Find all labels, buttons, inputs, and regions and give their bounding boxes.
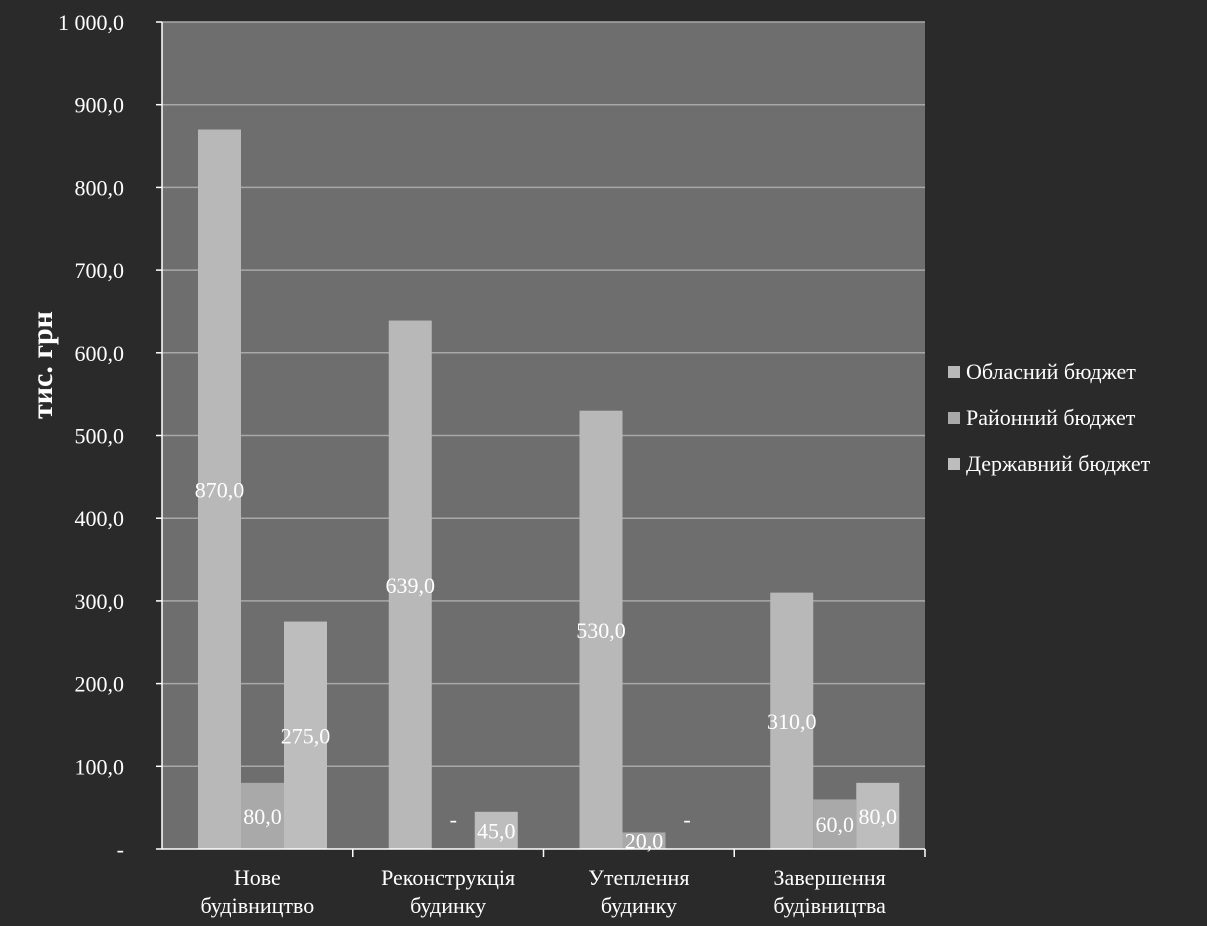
axes [161,22,926,857]
y-tick-label: 400,0 [75,506,125,531]
bar [622,832,666,849]
data-label: 870,0 [195,477,245,502]
data-label: 60,0 [816,812,855,837]
bar [856,782,900,849]
y-tick-label: 200,0 [75,672,125,697]
x-category-label: будинку [410,893,486,918]
y-tick-labels: - 100,0 200,0 300,0 400,0 500,0 600,0 700,0 800,… [58,10,124,862]
legend-label: Районний бюджет [966,405,1136,430]
y-tick-label: 1 000,0 [58,10,124,35]
data-label: 80,0 [243,804,282,829]
x-category-label: Утеплення [588,865,689,890]
x-category-label: будівництво [200,893,314,918]
y-tick-label: 700,0 [75,258,125,283]
legend-label: Державний бюджет [966,451,1151,476]
x-category-labels: Нове будівництво Реконструкція будинку Утепл… [200,865,886,918]
data-label: 45,0 [477,818,516,843]
legend: Обласний бюджет Районний бюджет Державний … [948,359,1151,476]
y-tick-label: 900,0 [75,93,125,118]
data-label: 310,0 [767,709,817,734]
x-category-label: Реконструкція [381,865,515,890]
x-category-label: Завершення [774,865,886,890]
y-axis-title: тис. грн [26,311,59,419]
bar [813,799,857,849]
legend-label: Обласний бюджет [966,359,1136,384]
y-tick-label: 500,0 [75,424,125,449]
bar [579,410,623,849]
y-tick-label: - [117,837,124,862]
data-label: 80,0 [859,804,898,829]
legend-swatch [948,458,960,470]
x-category-label: Нове [234,865,281,890]
y-tick-label: 600,0 [75,341,125,366]
legend-swatch [948,412,960,424]
data-label: - [683,807,690,832]
bar [474,811,518,849]
data-label: 530,0 [576,618,626,643]
y-tick-label: 800,0 [75,175,125,200]
legend-swatch [948,366,960,378]
bar [284,621,327,849]
y-tick-label: 100,0 [75,754,125,779]
data-label: 20,0 [625,829,664,854]
data-label: 275,0 [281,723,331,748]
bar [770,592,814,849]
bar [241,782,284,849]
bar [198,129,241,849]
bars [198,129,900,849]
data-label: - [450,807,457,832]
y-tick-label: 300,0 [75,589,125,614]
data-label: 639,0 [386,573,436,598]
bar [388,320,432,849]
x-category-label: будівництва [773,893,886,918]
x-category-label: будинку [601,893,677,918]
